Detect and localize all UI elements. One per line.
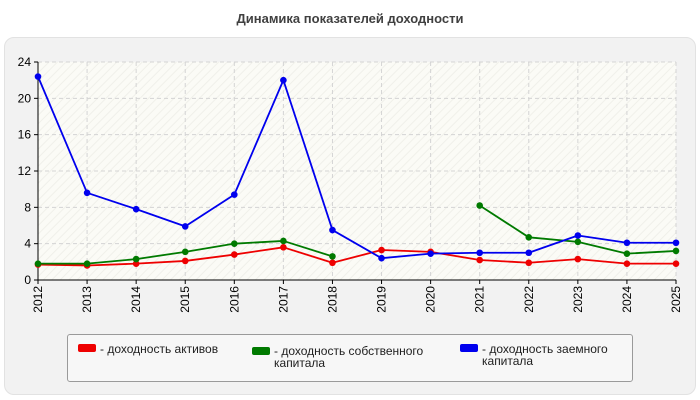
data-point	[34, 73, 42, 80]
x-tick-label: 2012	[31, 286, 45, 313]
y-tick-label: 20	[18, 91, 32, 105]
chart-title: Динамика показателей доходности	[236, 11, 464, 26]
data-point	[378, 246, 385, 254]
legend-swatch-assets	[78, 344, 96, 352]
data-point	[280, 244, 287, 251]
data-point	[672, 247, 680, 255]
x-tick-label: 2021	[473, 286, 487, 313]
data-point	[574, 238, 582, 246]
legend-swatch-borrowed	[460, 344, 478, 352]
data-point	[476, 249, 483, 257]
legend: - доходность активов - доходность собств…	[67, 334, 633, 382]
x-tick-label: 2015	[178, 286, 192, 313]
data-point	[329, 226, 336, 234]
data-point	[623, 239, 631, 247]
x-tick-label: 2025	[669, 286, 683, 313]
data-point	[83, 189, 91, 197]
data-point	[83, 260, 91, 267]
data-point	[231, 251, 238, 258]
legend-label-assets: - доходность активов	[100, 342, 219, 356]
data-point	[231, 240, 238, 247]
grid	[38, 61, 677, 280]
data-point	[329, 253, 336, 260]
data-point	[525, 249, 533, 257]
data-point	[181, 257, 189, 265]
data-point	[378, 254, 385, 262]
data-point	[525, 259, 533, 267]
series-1	[34, 202, 680, 267]
y-tick-label: 24	[18, 55, 32, 69]
data-point	[329, 259, 336, 267]
series-layer	[34, 73, 680, 269]
data-point	[574, 255, 582, 263]
data-point	[132, 260, 140, 267]
y-tick-label: 8	[24, 200, 31, 214]
y-tick-label: 0	[24, 273, 31, 287]
x-tick-label: 2022	[522, 286, 536, 313]
x-tick-label: 2018	[325, 286, 339, 313]
data-point	[672, 239, 680, 247]
data-point	[525, 234, 533, 241]
data-point	[280, 237, 287, 245]
data-point	[574, 232, 582, 239]
data-point	[476, 202, 483, 209]
y-tick-label: 16	[18, 128, 32, 142]
x-tick-label: 2020	[424, 286, 438, 313]
legend-label-borrowed: - доходность заемного капитала	[482, 342, 608, 368]
data-point	[623, 250, 631, 257]
data-point	[476, 256, 483, 264]
series-line	[37, 246, 676, 267]
data-point	[427, 250, 434, 257]
data-point	[34, 260, 42, 267]
data-point	[280, 76, 287, 84]
data-point	[231, 191, 238, 198]
y-tick-label: 12	[18, 164, 32, 178]
data-point	[181, 223, 189, 230]
data-point	[132, 205, 140, 213]
legend-swatch-equity	[252, 347, 270, 355]
data-point	[623, 260, 631, 267]
x-tick-label: 2016	[227, 286, 241, 313]
x-tick-label: 2024	[620, 286, 634, 313]
data-point	[672, 260, 680, 267]
series-2	[34, 73, 680, 262]
y-tick-label: 4	[24, 237, 31, 251]
legend-label-equity: - доходность собственного капитала	[274, 344, 424, 370]
x-tick-label: 2017	[276, 286, 290, 313]
x-tick-label: 2014	[129, 286, 143, 313]
x-tick-label: 2013	[80, 286, 94, 313]
x-tick-label: 2019	[375, 286, 389, 313]
series-line	[37, 76, 676, 260]
x-tick-label: 2023	[571, 286, 585, 313]
data-point	[181, 248, 189, 256]
data-point	[132, 255, 140, 263]
